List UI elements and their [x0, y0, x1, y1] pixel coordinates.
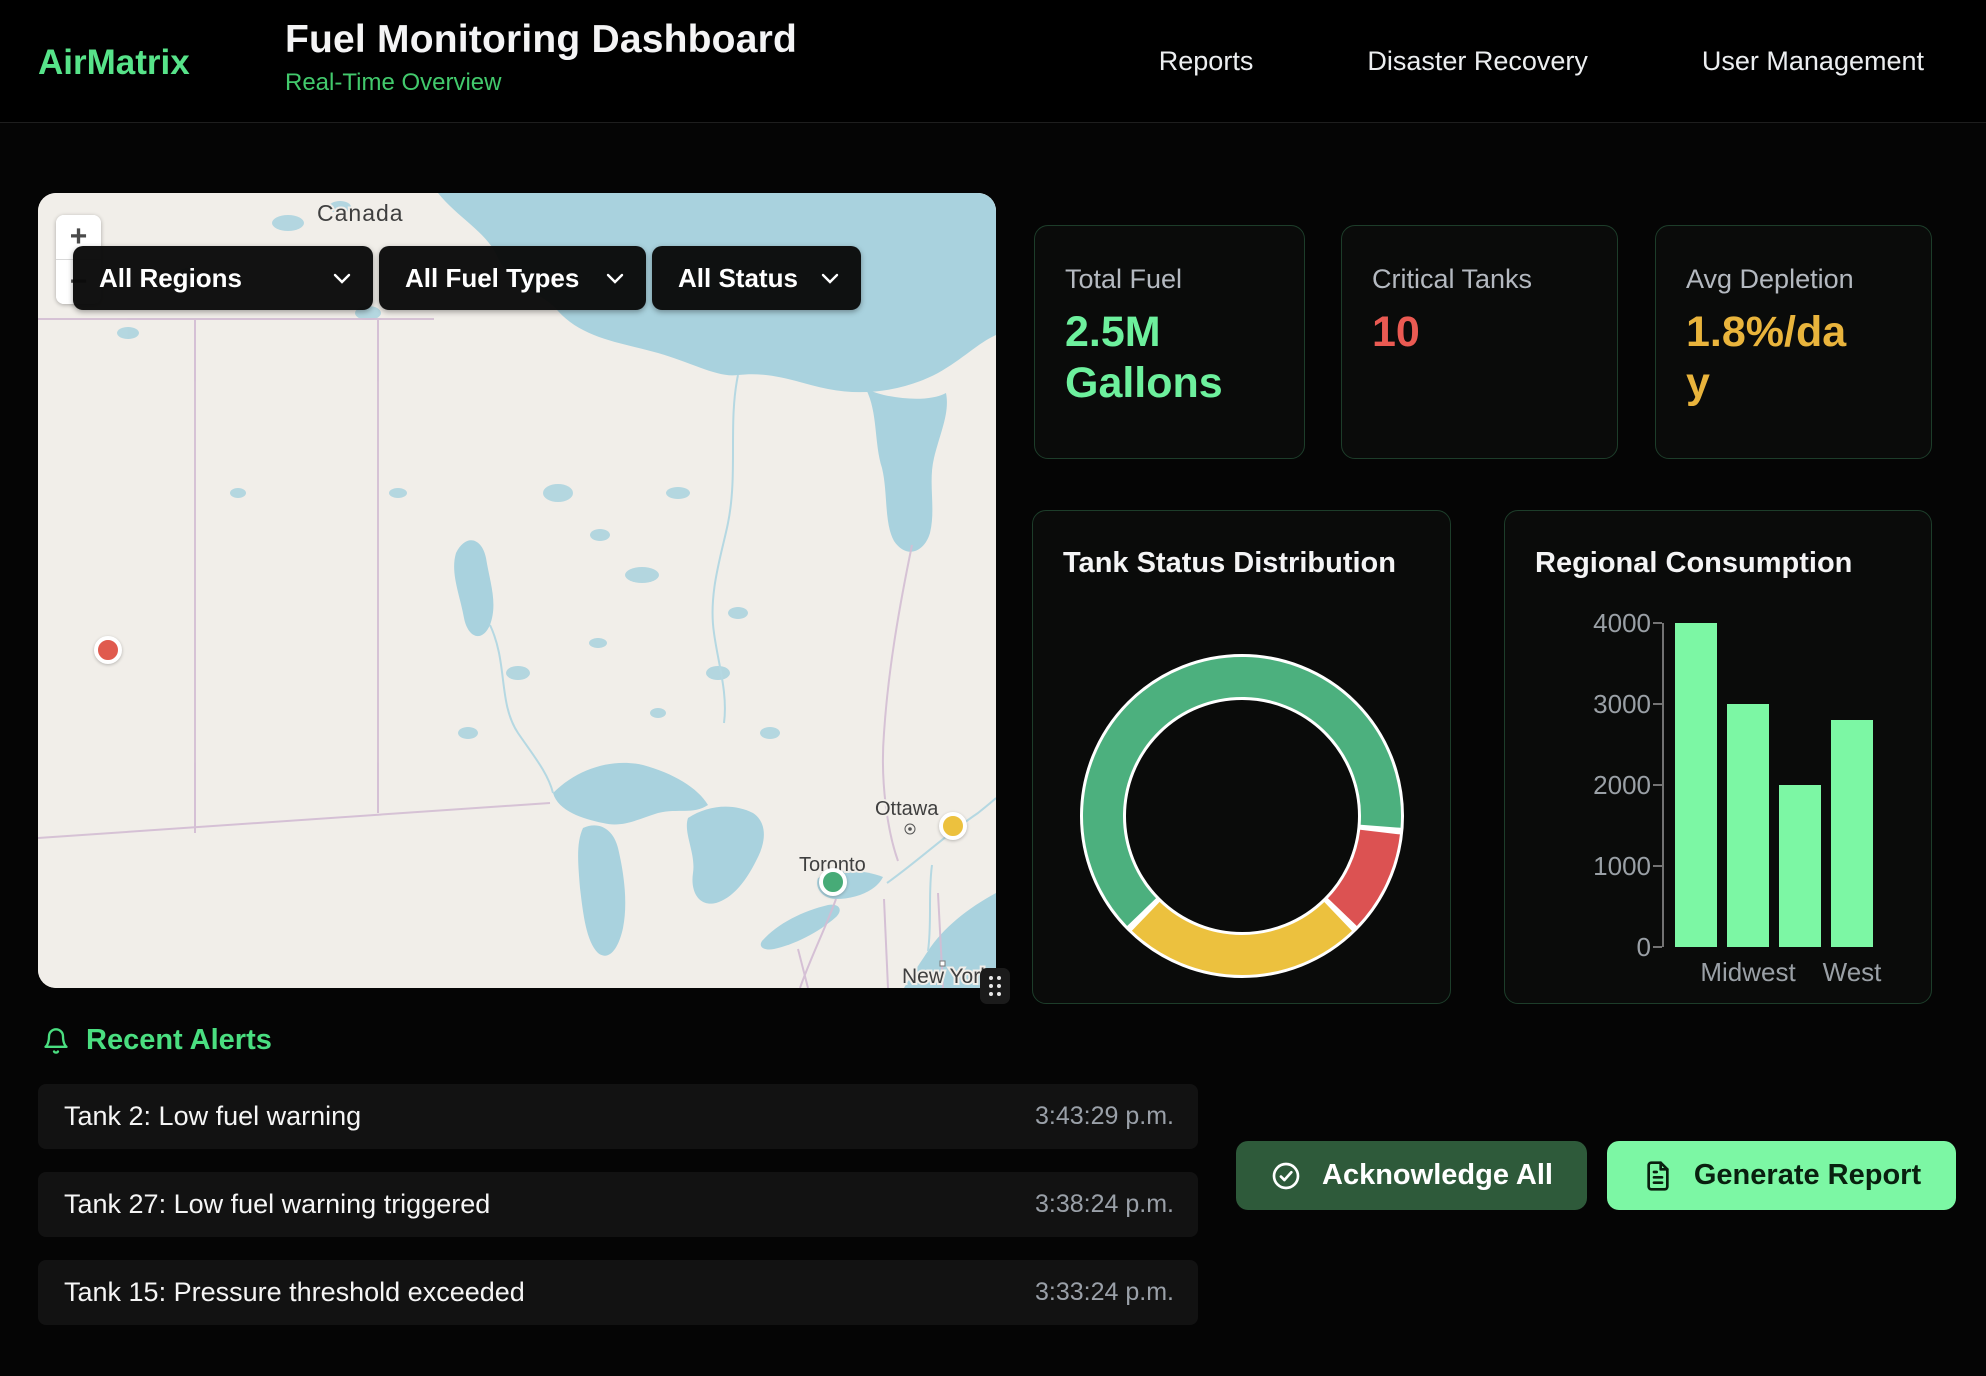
y-tick-label: 3000: [1551, 689, 1651, 720]
stat-card-critical-tanks: Critical Tanks 10: [1341, 225, 1618, 459]
filter-all-regions[interactable]: All Regions: [73, 246, 373, 310]
y-tick-mark: [1653, 946, 1662, 948]
donut-chart: [1033, 511, 1452, 1005]
map-label-country: Canada: [317, 200, 404, 226]
brand-logo: AirMatrix: [38, 43, 190, 83]
alert-text: Tank 2: Low fuel warning: [64, 1101, 361, 1132]
chevron-down-icon: [333, 273, 351, 284]
bar-3: [1831, 720, 1873, 947]
alert-text: Tank 27: Low fuel warning triggered: [64, 1189, 490, 1220]
bell-icon: [42, 1027, 70, 1055]
alert-row[interactable]: Tank 2: Low fuel warning 3:43:29 p.m.: [38, 1084, 1198, 1149]
map-canvas[interactable]: Canada Ottawa Toronto New York + − All R…: [38, 193, 996, 988]
x-tick-label-midwest: Midwest: [1700, 957, 1795, 988]
alert-time: 3:43:29 p.m.: [1035, 1102, 1174, 1131]
stat-card-total-fuel: Total Fuel 2.5M Gallons: [1034, 225, 1305, 459]
page-title: Fuel Monitoring Dashboard: [285, 18, 797, 62]
alert-row[interactable]: Tank 15: Pressure threshold exceeded 3:33…: [38, 1260, 1198, 1325]
filter-all-fuel-types[interactable]: All Fuel Types: [379, 246, 646, 310]
file-text-icon: [1642, 1160, 1674, 1192]
chevron-down-icon: [606, 273, 624, 284]
bar-2: [1779, 785, 1821, 947]
nav-user-management[interactable]: User Management: [1702, 46, 1924, 77]
tank-marker-critical[interactable]: [94, 636, 122, 664]
y-tick-label: 1000: [1551, 851, 1651, 882]
stat-value: 1.8%/day: [1686, 307, 1858, 408]
generate-report-label: Generate Report: [1694, 1159, 1921, 1192]
generate-report-button[interactable]: Generate Report: [1607, 1141, 1956, 1210]
resize-grip-icon[interactable]: [980, 968, 1010, 1004]
header-nav: Reports Disaster Recovery User Management: [1159, 0, 1924, 122]
map-label-new-york: New York: [902, 965, 991, 988]
filter-label: All Status: [678, 263, 798, 294]
header: AirMatrix Fuel Monitoring Dashboard Real…: [0, 0, 1986, 123]
filter-label: All Regions: [99, 263, 242, 294]
filter-label: All Fuel Types: [405, 263, 579, 294]
dashboard: AirMatrix Fuel Monitoring Dashboard Real…: [0, 0, 1986, 1376]
nav-reports[interactable]: Reports: [1159, 46, 1254, 77]
map-filter-bar: All Regions All Fuel Types All Status: [73, 246, 861, 310]
alert-time: 3:38:24 p.m.: [1035, 1190, 1174, 1219]
stat-value: 2.5M Gallons: [1065, 307, 1237, 408]
donut-title: Tank Status Distribution: [1063, 547, 1396, 580]
bar-1: [1727, 704, 1769, 947]
tank-marker-warning[interactable]: [939, 812, 967, 840]
stat-label: Avg Depletion: [1686, 264, 1901, 295]
alerts-title: Recent Alerts: [86, 1024, 272, 1057]
title-block: Fuel Monitoring Dashboard Real-Time Over…: [285, 18, 797, 97]
tank-marker-normal[interactable]: [819, 868, 847, 896]
stat-card-avg-depletion: Avg Depletion 1.8%/day: [1655, 225, 1932, 459]
bar-y-axis: [1662, 623, 1664, 947]
y-tick-label: 0: [1551, 932, 1651, 963]
stat-value: 10: [1372, 307, 1544, 358]
basemap: Canada Ottawa Toronto New York: [38, 193, 996, 988]
acknowledge-all-label: Acknowledge All: [1322, 1159, 1553, 1192]
y-tick-mark: [1653, 784, 1662, 786]
y-tick-mark: [1653, 865, 1662, 867]
nav-disaster-recovery[interactable]: Disaster Recovery: [1367, 46, 1588, 77]
alert-text: Tank 15: Pressure threshold exceeded: [64, 1277, 525, 1308]
stat-label: Total Fuel: [1065, 264, 1274, 295]
tank-status-card: Tank Status Distribution: [1032, 510, 1451, 1004]
bar-0: [1675, 623, 1717, 947]
alerts-header: Recent Alerts: [42, 1024, 272, 1057]
map-label-ottawa: Ottawa: [875, 798, 939, 820]
alert-time: 3:33:24 p.m.: [1035, 1278, 1174, 1307]
bar-chart: 0 1000 2000 3000 4000 Midwest West: [1505, 511, 1931, 1003]
alert-row[interactable]: Tank 27: Low fuel warning triggered 3:38:…: [38, 1172, 1198, 1237]
x-tick-label-west: West: [1823, 957, 1882, 988]
y-tick-mark: [1653, 622, 1662, 624]
donut-segments: [1045, 619, 1438, 1005]
y-tick-label: 4000: [1551, 608, 1651, 639]
acknowledge-all-button[interactable]: Acknowledge All: [1236, 1141, 1587, 1210]
y-tick-label: 2000: [1551, 770, 1651, 801]
page-subtitle: Real-Time Overview: [285, 69, 797, 97]
check-circle-icon: [1270, 1160, 1302, 1192]
chevron-down-icon: [821, 273, 839, 284]
filter-all-status[interactable]: All Status: [652, 246, 861, 310]
stat-label: Critical Tanks: [1372, 264, 1587, 295]
y-tick-mark: [1653, 703, 1662, 705]
regional-consumption-card: Regional Consumption 01000200030004000Mi…: [1504, 510, 1932, 1004]
